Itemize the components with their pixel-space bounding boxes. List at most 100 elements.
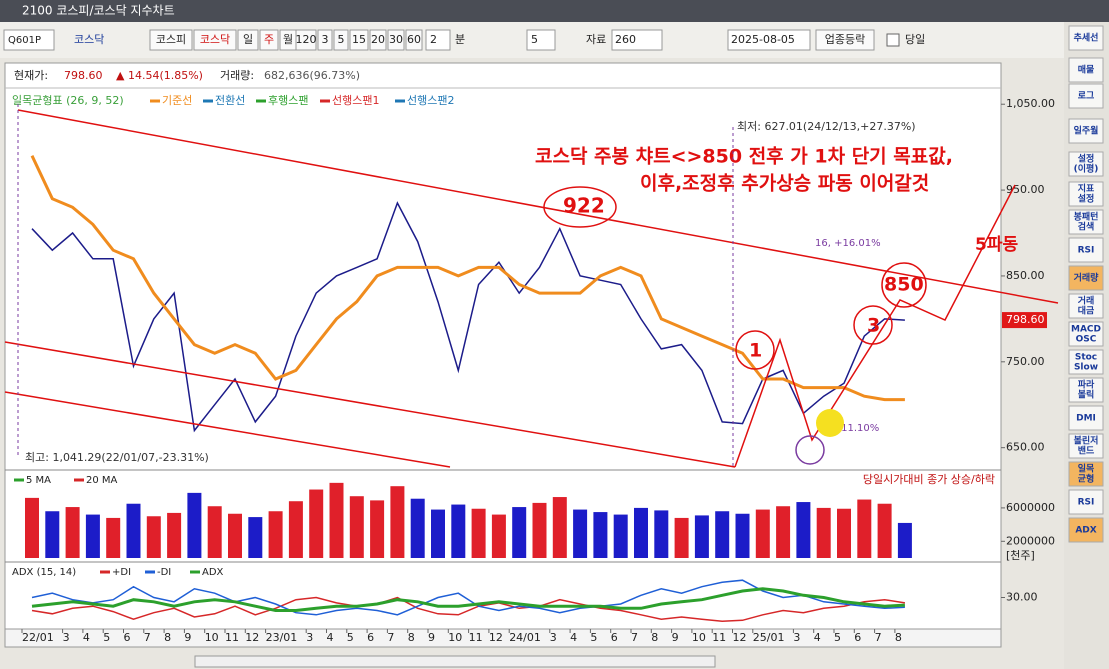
button[interactable] [815,29,875,51]
side-label[interactable]: 봉패턴 [1074,211,1099,223]
side-label[interactable]: OSC [1076,335,1097,345]
button-label[interactable]: 15 [352,33,366,46]
button[interactable] [259,29,279,51]
button-label[interactable]: 일 [243,32,253,46]
button-label[interactable]: 3 [322,33,329,46]
button[interactable] [193,29,237,51]
input[interactable] [526,29,556,51]
side-label[interactable]: 볼린저 [1074,435,1099,447]
button-label[interactable]: 60 [407,33,421,46]
select[interactable] [611,29,663,51]
button[interactable] [149,29,193,51]
volume-bar [897,522,912,558]
button[interactable] [317,29,333,51]
side-label[interactable]: 추세선 [1074,32,1099,44]
annotation: 1 [749,340,762,362]
checkbox[interactable] [886,33,900,47]
legend-label: 선행스팬2 [407,94,454,107]
scrollbar[interactable] [194,655,716,668]
side-button[interactable] [1068,151,1104,177]
side-label[interactable]: RSI [1078,246,1095,256]
quote-text: 현재가: [14,69,48,82]
volume-bar [309,489,324,558]
side-button[interactable] [1068,57,1104,83]
side-button[interactable] [1068,25,1104,51]
annotation: 최고: 1,041.29(22/01/07,-23.31%) [25,451,209,464]
button-label[interactable]: 주 [264,33,274,46]
button-label[interactable]: 20 [371,33,385,46]
x-tick-label: 3 [793,631,800,644]
button-label[interactable]: 5 [338,33,345,46]
series-line [30,155,905,402]
button-label[interactable]: 코스닥 [200,33,230,46]
button[interactable] [295,29,317,51]
x-tick-label: 3 [550,631,557,644]
select[interactable] [727,29,811,51]
volume-bar [532,502,547,558]
side-button[interactable] [1068,265,1104,291]
volume-bar [613,514,628,558]
side-label[interactable]: 지표 [1078,183,1095,195]
button-label[interactable]: 30 [389,33,403,46]
side-button[interactable] [1068,237,1104,263]
side-label[interactable]: Stoc [1075,353,1097,363]
side-label[interactable]: 거래량 [1074,272,1100,284]
side-label[interactable]: 균형 [1078,473,1095,485]
side-label[interactable]: ADX [1075,526,1096,536]
side-button[interactable] [1068,118,1104,144]
side-label[interactable]: 밴드 [1078,445,1095,457]
button[interactable] [237,29,259,51]
volume-bar [857,499,872,558]
button-label[interactable]: 코스피 [156,33,186,46]
button[interactable] [405,29,423,51]
x-tick-label: 5 [590,631,597,644]
volume-bar [431,509,445,558]
side-label[interactable]: 대금 [1078,305,1095,317]
side-button[interactable] [1068,293,1104,319]
button[interactable] [387,29,405,51]
x-tick-label: 11 [225,631,239,644]
side-label[interactable]: (이평) [1074,163,1099,175]
side-label[interactable]: 설정 [1078,193,1095,205]
side-button[interactable] [1068,517,1104,543]
button-label[interactable]: 월 [283,33,293,46]
side-label[interactable]: 볼릭 [1078,389,1095,401]
side-label[interactable]: 파라 [1078,379,1095,391]
side-label[interactable]: 설정 [1078,153,1095,165]
side-label[interactable]: 로그 [1078,91,1095,102]
side-label[interactable]: RSI [1078,498,1095,508]
button[interactable] [333,29,349,51]
x-tick-label: 12 [489,631,503,644]
side-button[interactable] [1068,405,1104,431]
side-button[interactable] [1068,489,1104,515]
side-label[interactable]: DMI [1076,414,1096,424]
x-tick-label: 6 [367,631,374,644]
legend-label: ADX [202,567,224,578]
input[interactable] [425,29,451,51]
x-tick-label: 11 [712,631,726,644]
circle [795,435,825,465]
button[interactable] [369,29,387,51]
input[interactable] [3,29,55,51]
side-label[interactable]: Slow [1074,363,1098,373]
button-label[interactable]: 업종등락 [825,33,865,46]
side-button[interactable] [1068,181,1104,207]
side-button[interactable] [1068,321,1104,347]
button-label[interactable]: 120 [296,33,317,46]
side-button[interactable] [1068,377,1104,403]
side-label[interactable]: 매물 [1078,64,1095,76]
side-button[interactable] [1068,83,1104,109]
button[interactable] [349,29,369,51]
side-label[interactable]: 일주월 [1074,125,1099,137]
trend-line [4,391,451,468]
side-button[interactable] [1068,209,1104,235]
side-button[interactable] [1068,349,1104,375]
side-label[interactable]: MACD [1071,325,1101,335]
side-label[interactable]: 일목 [1078,463,1095,475]
side-label[interactable]: 검색 [1078,221,1095,233]
side-button[interactable] [1068,433,1104,459]
x-tick-label: 9 [672,631,679,644]
side-button[interactable] [1068,461,1104,487]
side-label[interactable]: 거래 [1078,295,1095,307]
